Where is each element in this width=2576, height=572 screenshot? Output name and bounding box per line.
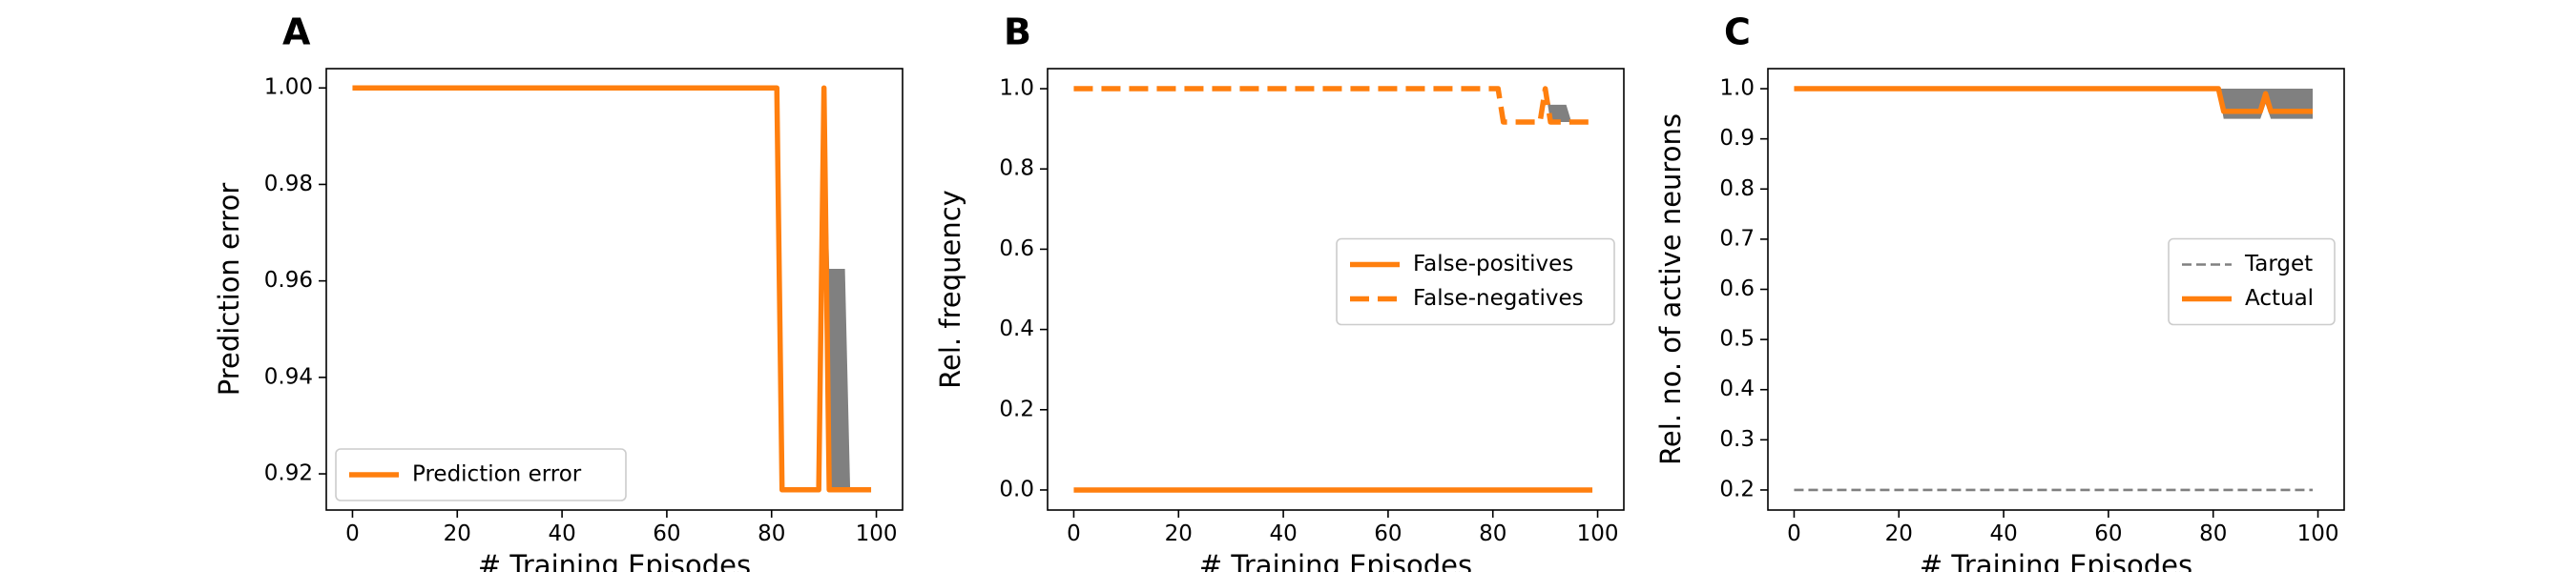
x-tick-label: 20 [1165, 521, 1193, 546]
y-tick-label: 0.9 [1719, 126, 1755, 151]
x-tick-label: 0 [1787, 521, 1801, 546]
y-tick-label: 0.3 [1719, 427, 1755, 452]
axes-frame [1047, 68, 1625, 511]
x-tick-label: 100 [1577, 521, 1619, 546]
y-tick-label: 1.0 [1719, 76, 1755, 101]
x-tick-label: 40 [548, 521, 575, 546]
plot-area [1073, 86, 1593, 493]
y-tick-label: 0.98 [264, 172, 313, 196]
x-tick-label: 60 [2094, 521, 2122, 546]
legend-label: False-negatives [1413, 286, 1584, 311]
x-tick-label: 0 [1067, 521, 1081, 546]
panel-b: B 0 20 40 60 80 100 0.0 0.2 0.4 0.6 0.8 1.0 # Trainin… [934, 11, 1625, 572]
series-line-1 [1073, 86, 1593, 125]
y-tick-label: 0.0 [999, 477, 1034, 501]
legend-label: Actual [2245, 286, 2314, 311]
y-tick-label: 0.2 [999, 397, 1034, 421]
plot-area [352, 85, 872, 493]
panel-letter: B [1004, 11, 1031, 53]
y-tick-label: 1.00 [264, 75, 313, 100]
legend-frame [1336, 237, 1615, 326]
y-tick-label: 1.0 [999, 76, 1034, 101]
legend-label: Target [2244, 252, 2313, 276]
y-tick-label: 0.7 [1719, 226, 1755, 251]
y-tick-label: 0.4 [1719, 377, 1755, 401]
y-tick-label: 0.8 [1719, 176, 1755, 201]
x-tick-label: 60 [1374, 521, 1402, 546]
y-tick-label: 0.2 [1719, 477, 1755, 501]
legend-label: False-positives [1413, 252, 1573, 276]
legend: Prediction error [335, 448, 627, 501]
y-axis-label: Prediction error [213, 183, 245, 397]
series-line-1 [1794, 86, 2314, 114]
x-tick-label: 40 [1269, 521, 1297, 546]
x-tick-label: 40 [1989, 521, 2017, 546]
legend-label: Prediction error [412, 462, 582, 487]
x-tick-label: 80 [2199, 521, 2227, 546]
legend-frame [335, 448, 627, 501]
x-tick-label: 20 [1885, 521, 1913, 546]
y-tick-label: 0.96 [264, 268, 313, 293]
x-axis-label: # Training Episodes [1199, 549, 1472, 572]
x-tick-label: 80 [758, 521, 785, 546]
y-tick-label: 0.92 [264, 461, 313, 486]
y-tick-label: 0.8 [999, 156, 1034, 181]
y-tick-label: 0.6 [1719, 276, 1755, 301]
y-tick-label: 0.5 [1719, 327, 1755, 352]
legend-frame [2168, 237, 2336, 326]
y-axis-label: Rel. frequency [934, 190, 966, 389]
plot-area [1794, 86, 2314, 492]
y-tick-label: 0.94 [264, 364, 313, 389]
x-axis-label: # Training Episodes [1920, 549, 2192, 572]
y-tick-label: 0.4 [999, 317, 1034, 341]
x-tick-label: 0 [345, 521, 360, 546]
y-axis-label: Rel. no. of active neurons [1654, 113, 1687, 465]
legend: False-positives False-negatives [1336, 237, 1615, 326]
panel-a: A 0 20 40 60 80 100 0.92 0.94 0.96 0.98 1.00 # Train… [213, 11, 904, 572]
series-line-0 [352, 85, 872, 493]
x-tick-label: 60 [653, 521, 680, 546]
panel-c: C 0 20 40 60 80 100 0.2 0.3 0.4 0.5 0.6 0.7 0.8 0.9 1.0… [1654, 11, 2345, 572]
y-tick-label: 0.6 [999, 236, 1034, 261]
axes-frame [325, 68, 904, 511]
x-tick-label: 80 [1479, 521, 1506, 546]
x-tick-label: 100 [2297, 521, 2339, 546]
x-axis-label: # Training Episodes [478, 549, 751, 572]
legend: Target Actual [2168, 237, 2336, 326]
panel-letter: C [1724, 11, 1751, 53]
panel-letter: A [282, 11, 311, 53]
x-tick-label: 100 [856, 521, 898, 546]
x-tick-label: 20 [444, 521, 471, 546]
